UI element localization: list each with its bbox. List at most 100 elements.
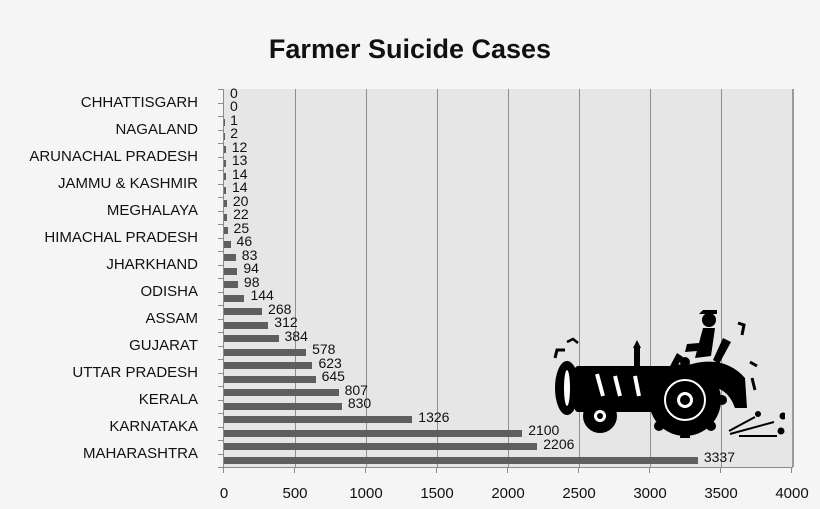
y-tick — [218, 440, 224, 441]
y-tick — [218, 103, 224, 104]
y-tick — [218, 454, 224, 455]
x-tick-label: 500 — [282, 485, 308, 502]
bar-value-label: 2100 — [528, 422, 560, 439]
y-tick — [218, 130, 224, 131]
category-label: KERALA — [138, 390, 198, 408]
plot-area: 0 0 1 2 12 13 14 14 20 22 25 46 83 94 98 144 268 312 384 57… — [224, 84, 794, 467]
bar — [224, 294, 245, 302]
y-tick — [218, 332, 224, 333]
x-tick — [507, 467, 508, 473]
category-label: ARUNACHAL PRADESH — [29, 147, 198, 165]
bar-value-label: 645 — [321, 368, 345, 385]
y-tick — [218, 427, 224, 428]
bar — [224, 389, 339, 397]
bar — [224, 416, 413, 424]
y-tick — [218, 346, 224, 347]
y-tick — [218, 184, 224, 185]
bar-value-label: 830 — [347, 395, 372, 412]
y-tick — [218, 400, 224, 401]
bar-value-label: 3337 — [703, 449, 735, 466]
bar-value-label: 1326 — [418, 408, 450, 425]
y-tick — [218, 211, 224, 212]
bar — [224, 159, 226, 167]
gridline — [366, 89, 367, 467]
bar-value-label: 20 — [232, 192, 249, 209]
x-tick — [649, 467, 650, 473]
bar — [224, 335, 279, 343]
bar-value-label: 13 — [231, 152, 248, 169]
x-tick — [223, 467, 224, 473]
x-tick-label: 2500 — [562, 485, 596, 502]
bar-value-label: 0 — [230, 84, 238, 101]
x-tick — [365, 467, 366, 473]
y-tick — [218, 143, 224, 144]
y-tick — [218, 224, 224, 225]
bar — [224, 200, 227, 208]
y-tick — [218, 305, 224, 306]
category-label: CHHATTISGARH — [80, 93, 198, 111]
x-tick — [294, 467, 295, 473]
y-tick — [218, 238, 224, 239]
x-tick — [791, 467, 792, 473]
bar — [224, 456, 698, 464]
y-tick — [218, 116, 224, 117]
category-label: GUJARAT — [129, 336, 198, 354]
gridline — [579, 89, 580, 467]
bar — [224, 146, 226, 154]
bar — [224, 348, 307, 356]
y-tick — [218, 292, 224, 293]
x-tick-label: 2000 — [491, 485, 525, 502]
x-tick — [720, 467, 721, 473]
bar — [224, 186, 226, 194]
bar-value-label: 12 — [231, 138, 248, 155]
gridline — [437, 89, 438, 467]
x-axis — [223, 467, 793, 468]
gridline — [721, 89, 722, 467]
x-tick-label: 0 — [219, 485, 229, 502]
y-tick — [218, 170, 224, 171]
x-tick — [578, 467, 579, 473]
bar-value-label: 2 — [230, 125, 239, 142]
bar — [224, 254, 236, 262]
bar-value-label: 144 — [250, 287, 274, 304]
bar-value-label: 14 — [231, 179, 248, 196]
bar — [224, 227, 228, 235]
y-tick — [218, 467, 224, 468]
category-label: UTTAR PRADESH — [72, 363, 198, 381]
category-label: MEGHALAYA — [106, 201, 198, 219]
gridline — [295, 89, 296, 467]
bar — [224, 443, 538, 451]
bar-value-label: 94 — [243, 260, 259, 277]
x-tick-label: 3000 — [633, 485, 667, 502]
bar-value-label: 25 — [233, 219, 250, 236]
bar-value-label: 1 — [230, 111, 238, 128]
bar-value-label: 312 — [274, 314, 298, 331]
y-tick — [218, 89, 224, 90]
y-tick — [218, 386, 224, 387]
bar-value-label: 22 — [233, 206, 249, 223]
y-tick — [218, 359, 224, 360]
y-tick — [218, 319, 224, 320]
x-tick-label: 1500 — [420, 485, 454, 502]
category-label: KARNATAKA — [109, 417, 198, 435]
bar-value-label: 0 — [230, 98, 238, 115]
bar-value-label: 14 — [231, 165, 248, 182]
bar — [224, 321, 269, 329]
category-label: JHARKHAND — [106, 255, 198, 273]
bar — [224, 267, 238, 275]
category-label: ODISHA — [140, 282, 198, 300]
bar-value-label: 384 — [284, 327, 308, 344]
y-tick — [218, 197, 224, 198]
y-tick — [218, 251, 224, 252]
y-tick — [218, 413, 224, 414]
bar — [224, 362, 313, 370]
x-tick-label: 3500 — [704, 485, 738, 502]
bar — [224, 281, 238, 289]
bar-value-label: 578 — [312, 341, 336, 358]
category-label: JAMMU & KASHMIR — [57, 174, 198, 192]
bar-value-label: 268 — [268, 300, 292, 317]
y-tick — [218, 157, 224, 158]
category-label: ASSAM — [145, 309, 198, 327]
bar — [224, 240, 231, 248]
category-label: HIMACHAL PRADESH — [44, 228, 198, 246]
